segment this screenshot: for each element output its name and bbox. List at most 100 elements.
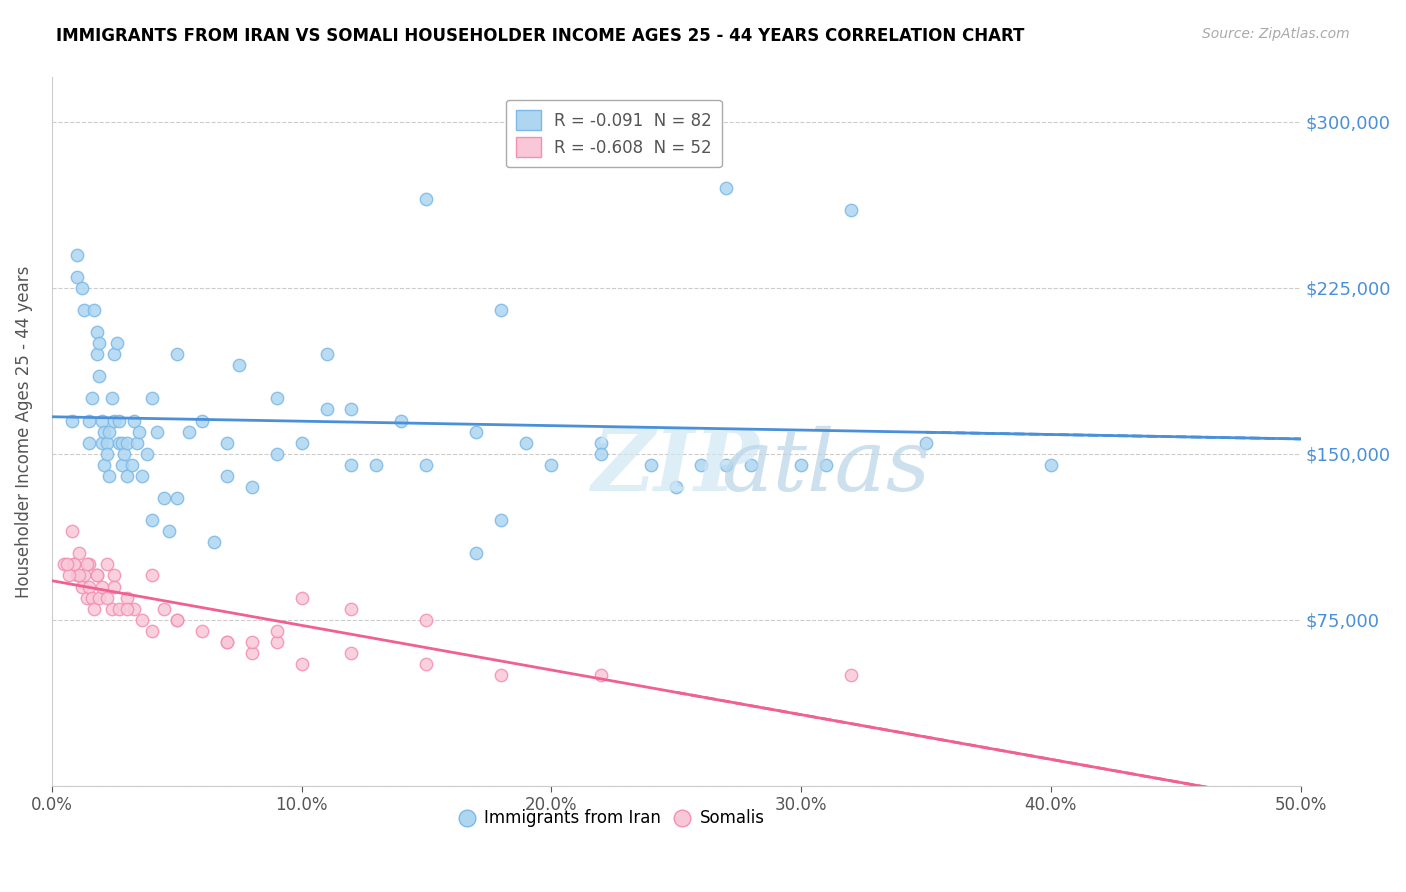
Point <box>839 203 862 218</box>
Point <box>67 568 90 582</box>
Point <box>540 458 562 472</box>
Point <box>290 591 312 605</box>
Point <box>665 480 688 494</box>
Point <box>315 402 337 417</box>
Y-axis label: Householder Income Ages 25 - 44 years: Householder Income Ages 25 - 44 years <box>15 266 32 598</box>
Point <box>86 568 108 582</box>
Point <box>131 469 153 483</box>
Point <box>415 192 437 206</box>
Point <box>340 601 363 615</box>
Point <box>96 435 118 450</box>
Point <box>73 568 96 582</box>
Point <box>240 635 263 649</box>
Point <box>112 447 135 461</box>
Point <box>141 392 163 406</box>
Point <box>89 591 111 605</box>
Point <box>105 336 128 351</box>
Text: ZIP: ZIP <box>592 425 761 508</box>
Point <box>108 413 131 427</box>
Point <box>266 447 288 461</box>
Point <box>340 646 363 660</box>
Point <box>86 325 108 339</box>
Point <box>202 535 225 549</box>
Point <box>122 601 145 615</box>
Point <box>266 392 288 406</box>
Point <box>591 435 613 450</box>
Point <box>96 591 118 605</box>
Point <box>66 269 89 284</box>
Point <box>145 425 167 439</box>
Point <box>157 524 180 539</box>
Point <box>465 425 488 439</box>
Point <box>591 447 613 461</box>
Point <box>315 347 337 361</box>
Point <box>141 568 163 582</box>
Point <box>76 558 98 572</box>
Text: atlas: atlas <box>721 425 931 508</box>
Point <box>90 413 112 427</box>
Point <box>131 613 153 627</box>
Point <box>491 302 513 317</box>
Point <box>121 458 143 472</box>
Point <box>108 435 131 450</box>
Point <box>215 635 238 649</box>
Point <box>141 513 163 527</box>
Point <box>135 447 157 461</box>
Point <box>70 580 93 594</box>
Point <box>115 469 138 483</box>
Point <box>89 369 111 384</box>
Point <box>915 435 938 450</box>
Point <box>125 435 148 450</box>
Point <box>60 413 83 427</box>
Point <box>240 480 263 494</box>
Point <box>103 568 125 582</box>
Point <box>53 558 76 572</box>
Point <box>714 458 737 472</box>
Point <box>640 458 662 472</box>
Point <box>166 347 188 361</box>
Point <box>153 601 176 615</box>
Point <box>166 613 188 627</box>
Point <box>77 580 100 594</box>
Point <box>215 435 238 450</box>
Point <box>100 392 122 406</box>
Point <box>83 601 105 615</box>
Point <box>591 668 613 682</box>
Point <box>790 458 813 472</box>
Point <box>80 591 103 605</box>
Point <box>128 425 150 439</box>
Point <box>491 668 513 682</box>
Point <box>98 425 121 439</box>
Point <box>89 336 111 351</box>
Point <box>115 601 138 615</box>
Point <box>63 558 86 572</box>
Point <box>86 347 108 361</box>
Point <box>86 568 108 582</box>
Point <box>90 435 112 450</box>
Point <box>1039 458 1062 472</box>
Point <box>108 601 131 615</box>
Point <box>77 413 100 427</box>
Point <box>103 580 125 594</box>
Point <box>98 469 121 483</box>
Point <box>103 413 125 427</box>
Point <box>415 613 437 627</box>
Point <box>266 624 288 638</box>
Point <box>340 458 363 472</box>
Point <box>366 458 388 472</box>
Point <box>290 657 312 671</box>
Point <box>103 347 125 361</box>
Point <box>465 546 488 560</box>
Point <box>166 491 188 505</box>
Point <box>115 435 138 450</box>
Point <box>80 392 103 406</box>
Text: Source: ZipAtlas.com: Source: ZipAtlas.com <box>1202 27 1350 41</box>
Point <box>190 413 212 427</box>
Point <box>66 247 89 261</box>
Point <box>215 469 238 483</box>
Point <box>391 413 413 427</box>
Point <box>415 657 437 671</box>
Point <box>77 435 100 450</box>
Point <box>491 513 513 527</box>
Point <box>740 458 762 472</box>
